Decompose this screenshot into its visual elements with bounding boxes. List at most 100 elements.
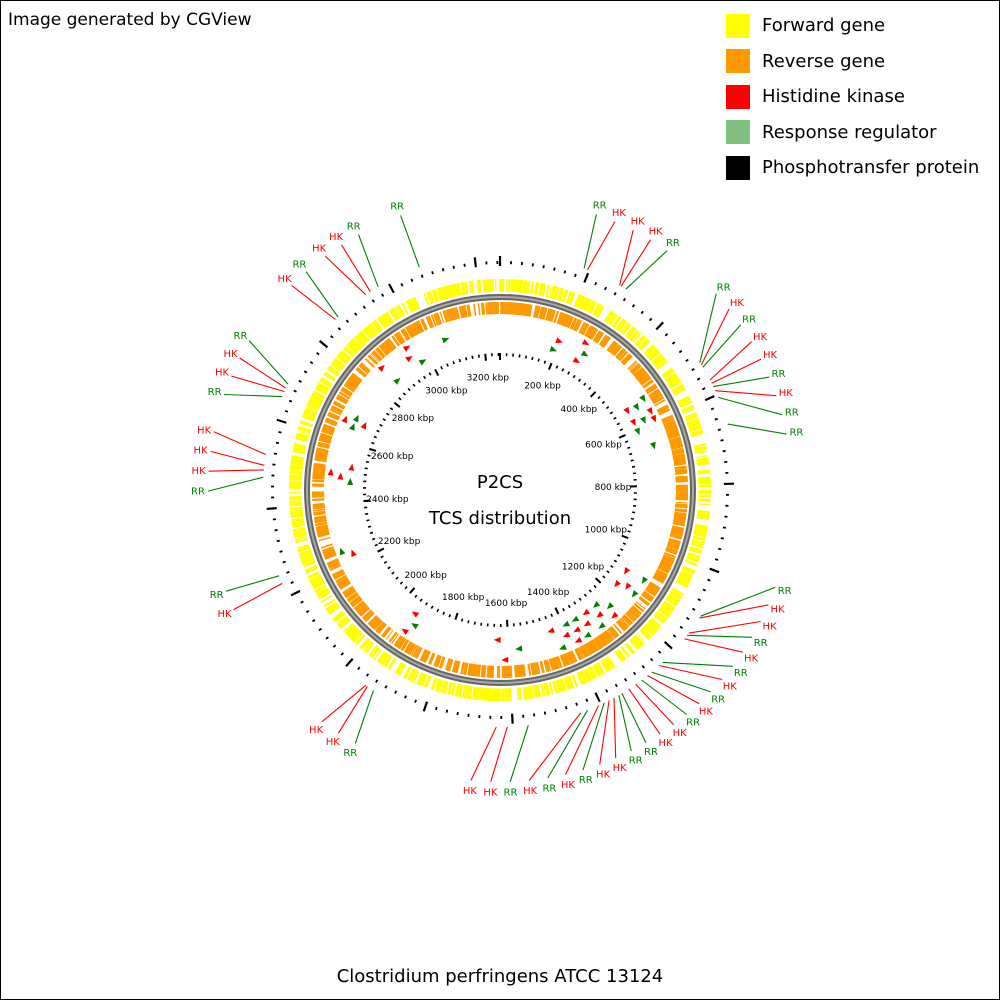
forward-gene <box>678 575 691 583</box>
inner-major-tick <box>594 577 602 584</box>
forward-gene <box>566 291 573 304</box>
reverse-gene <box>451 660 457 673</box>
hk-callout-label: HK <box>649 227 664 238</box>
rr-marker <box>650 441 656 450</box>
forward-gene <box>479 687 482 701</box>
reverse-gene <box>532 662 537 675</box>
outer-major-tick <box>510 713 514 724</box>
forward-gene <box>584 668 593 681</box>
forward-gene <box>632 637 642 648</box>
forward-gene <box>348 628 360 640</box>
forward-gene <box>299 551 313 559</box>
forward-gene <box>672 385 685 395</box>
reverse-gene <box>313 515 327 519</box>
forward-gene <box>666 374 679 384</box>
hk-callout-line <box>337 686 368 734</box>
legend-swatch-reverse-gene <box>726 49 750 74</box>
hk-callout-line <box>620 239 651 287</box>
forward-gene <box>303 561 316 568</box>
rr-marker <box>441 337 450 344</box>
forward-gene <box>658 608 670 617</box>
forward-gene <box>698 498 711 503</box>
reverse-gene <box>665 549 677 556</box>
forward-gene <box>293 531 307 537</box>
reverse-gene <box>353 600 365 611</box>
reverse-gene <box>615 348 625 359</box>
reverse-gene <box>569 650 577 663</box>
hk-marker <box>625 582 632 590</box>
reverse-gene <box>670 529 684 536</box>
reverse-gene <box>376 622 386 634</box>
forward-gene <box>667 377 680 386</box>
hk-callout-line <box>684 638 743 653</box>
forward-gene <box>651 353 663 364</box>
forward-gene <box>290 509 303 515</box>
forward-gene <box>687 421 700 427</box>
reverse-gene <box>454 306 460 320</box>
reverse-gene <box>650 392 662 400</box>
inner-minor-tick <box>448 614 452 618</box>
forward-gene <box>671 587 684 596</box>
reverse-gene <box>549 309 556 322</box>
rr-callout-line <box>702 324 742 368</box>
forward-gene <box>617 648 627 660</box>
forward-gene <box>363 641 373 652</box>
inner-minor-tick <box>531 619 535 624</box>
reverse-gene <box>412 645 420 658</box>
reverse-gene <box>322 425 335 432</box>
forward-gene <box>307 571 320 579</box>
inner-minor-tick <box>473 621 476 625</box>
inner-minor-tick <box>440 366 443 370</box>
forward-gene <box>291 522 305 526</box>
hk-marker <box>401 628 409 635</box>
reverse-gene <box>523 303 527 316</box>
inner-minor-tick <box>544 615 547 620</box>
outer-minor-tick <box>691 607 696 611</box>
reverse-gene <box>668 538 681 545</box>
forward-gene <box>649 350 661 361</box>
rr-callout-label: RR <box>789 428 803 439</box>
reverse-gene <box>645 586 658 596</box>
reverse-gene <box>562 314 568 326</box>
forward-gene <box>289 506 303 510</box>
reverse-gene <box>346 380 357 389</box>
legend-swatch-forward-gene <box>726 13 750 38</box>
inner-tick-ring <box>363 352 637 628</box>
outer-minor-tick <box>274 529 278 532</box>
reverse-gene <box>674 465 687 469</box>
reverse-gene <box>659 561 672 570</box>
forward-gene <box>297 544 310 551</box>
reverse-gene <box>575 320 583 332</box>
rr-callout-line <box>583 214 597 269</box>
reverse-gene <box>581 323 590 336</box>
forward-gene <box>300 420 313 427</box>
forward-gene <box>648 620 660 630</box>
reverse-gene <box>664 551 676 559</box>
outer-minor-tick <box>722 449 726 453</box>
inner-minor-tick <box>383 560 388 564</box>
outer-minor-tick <box>357 666 361 671</box>
hk-callout-line <box>470 726 497 781</box>
rr-marker <box>418 359 427 366</box>
reverse-gene <box>549 658 556 671</box>
reverse-gene <box>544 659 550 672</box>
outer-minor-tick <box>354 312 358 316</box>
reverse-gene <box>667 430 680 437</box>
forward-gene <box>689 425 702 431</box>
reverse-gene <box>424 651 431 663</box>
reverse-gene <box>511 302 516 315</box>
forward-gene <box>577 671 585 685</box>
reverse-gene <box>351 373 363 382</box>
legend-swatch-phosphotransfer-protein <box>726 155 750 180</box>
inner-minor-tick <box>567 371 571 375</box>
reverse-gene <box>387 338 397 350</box>
forward-gene <box>576 672 585 685</box>
outer-minor-tick <box>325 636 329 640</box>
forward-gene <box>540 283 546 297</box>
rr-marker <box>632 403 639 411</box>
forward-gene <box>670 589 683 599</box>
reverse-gene <box>662 416 674 423</box>
forward-gene <box>667 594 680 604</box>
forward-gene <box>433 289 440 302</box>
forward-gene <box>637 338 648 349</box>
